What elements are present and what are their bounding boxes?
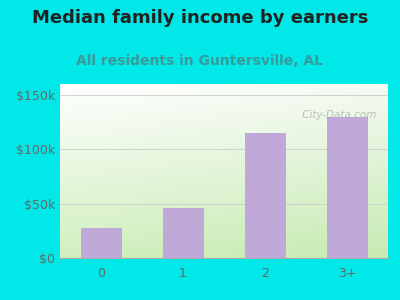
Bar [244, 133, 286, 258]
Text: City-Data.com: City-Data.com [300, 110, 377, 120]
Bar [162, 208, 204, 258]
Text: Median family income by earners: Median family income by earners [32, 9, 368, 27]
Bar [80, 227, 122, 258]
Text: All residents in Guntersville, AL: All residents in Guntersville, AL [76, 54, 324, 68]
Bar [326, 117, 368, 258]
